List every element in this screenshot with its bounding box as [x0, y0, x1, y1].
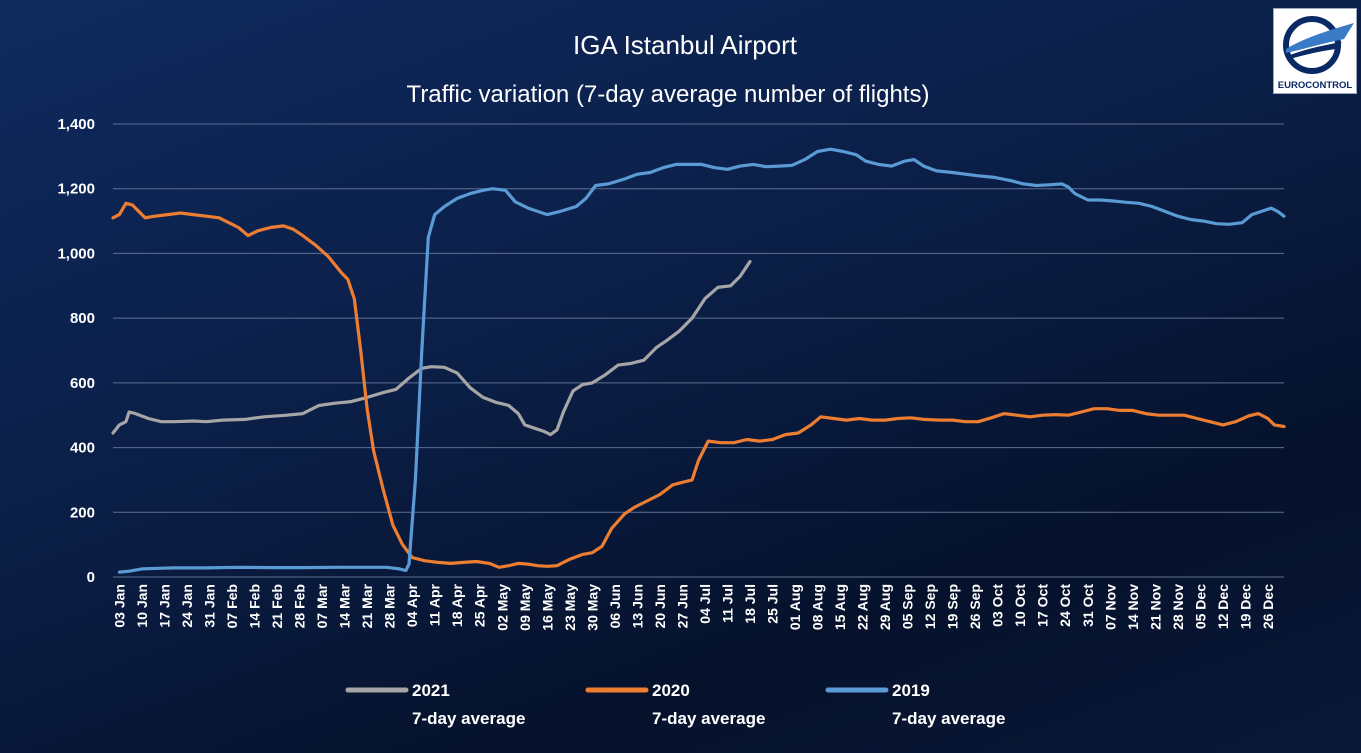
x-tick-label: 13 Jun [629, 584, 645, 628]
logo-wordmark: EUROCONTROL [1277, 80, 1353, 91]
x-tick-label: 24 Jan [179, 584, 195, 628]
x-tick-label: 04 Jul [697, 584, 713, 624]
x-tick-label: 29 Aug [877, 584, 893, 630]
x-axis: 03 Jan 10 Jan 17 Jan 24 Jan 31 Jan 07 Feb 14 F… [111, 583, 1275, 630]
x-tick-label: 26 Sep [967, 584, 983, 629]
x-tick-label: 18 Apr [449, 583, 465, 627]
x-tick-label: 22 Aug [855, 584, 871, 630]
x-tick-label: 03 Jan [111, 584, 127, 628]
x-tick-label: 14 Mar [337, 583, 353, 628]
x-tick-label: 27 Jun [674, 584, 690, 628]
x-tick-label: 01 Aug [787, 584, 803, 630]
x-tick-label: 20 Jun [652, 584, 668, 628]
x-tick-label: 04 Apr [404, 583, 420, 627]
x-tick-label: 19 Sep [945, 584, 961, 629]
x-tick-label: 06 Jun [607, 584, 623, 628]
legend-sublabel: 7-day average [892, 709, 1005, 728]
x-tick-label: 07 Nov [1102, 584, 1118, 630]
series-line-2020 [111, 201, 1286, 569]
x-tick-label: 30 May [584, 584, 600, 631]
x-tick-label: 21 Feb [269, 584, 285, 628]
x-tick-label: 18 Jul [742, 584, 758, 624]
x-tick-label: 05 Sep [900, 584, 916, 629]
x-tick-label: 10 Oct [1012, 584, 1028, 627]
x-tick-label: 11 Apr [427, 583, 443, 626]
legend-label: 2020 [652, 681, 690, 700]
x-tick-label: 21 Mar [359, 583, 375, 628]
y-tick-label: 200 [70, 504, 95, 521]
x-tick-label: 09 May [517, 584, 533, 631]
x-tick-label: 17 Oct [1035, 584, 1051, 627]
x-tick-label: 12 Sep [922, 584, 938, 629]
x-tick-label: 25 Jul [764, 584, 780, 624]
chart-subtitle: Traffic variation (7-day average number … [407, 81, 930, 108]
legend: 2021 7-day average 2020 7-day average 2019 7-… [345, 681, 1005, 728]
eurocontrol-emblem-icon [1283, 16, 1354, 74]
y-tick-label: 800 [70, 310, 95, 327]
x-tick-label: 28 Nov [1170, 584, 1186, 630]
x-tick-label: 10 Jan [134, 584, 150, 628]
y-tick-label: 1,400 [57, 116, 95, 133]
x-tick-label: 28 Mar [382, 583, 398, 628]
x-tick-label: 25 Apr [472, 583, 488, 627]
series-line-2019 [117, 147, 1286, 574]
y-tick-label: 0 [87, 569, 95, 586]
x-tick-label: 14 Feb [247, 584, 263, 628]
x-tick-label: 15 Aug [832, 584, 848, 630]
chart-title: IGA Istanbul Airport [573, 30, 798, 60]
x-tick-label: 23 May [562, 584, 578, 631]
x-tick-label: 31 Jan [202, 584, 218, 628]
legend-sublabel: 7-day average [412, 709, 525, 728]
x-tick-label: 02 May [494, 584, 510, 631]
x-tick-label: 19 Dec [1237, 584, 1253, 629]
grid-lines [113, 123, 1284, 578]
x-tick-label: 07 Mar [314, 583, 330, 628]
x-tick-label: 07 Feb [224, 584, 240, 628]
legend-label: 2019 [892, 681, 930, 700]
y-tick-label: 1,000 [57, 245, 95, 262]
x-tick-label: 05 Dec [1192, 584, 1208, 629]
legend-sublabel: 7-day average [652, 709, 765, 728]
y-axis: 0 200 400 600 800 1,000 1,200 1,400 [57, 116, 95, 586]
eurocontrol-logo: EUROCONTROL [1273, 8, 1357, 94]
y-tick-label: 400 [70, 440, 95, 457]
x-tick-label: 12 Dec [1215, 584, 1231, 629]
x-tick-label: 17 Jan [156, 584, 172, 628]
x-tick-label: 03 Oct [990, 584, 1006, 627]
y-tick-label: 1,200 [57, 181, 95, 198]
x-tick-label: 28 Feb [292, 584, 308, 628]
x-tick-label: 26 Dec [1260, 584, 1276, 629]
x-tick-label: 21 Nov [1147, 584, 1163, 630]
series-lines [111, 147, 1286, 574]
y-tick-label: 600 [70, 375, 95, 392]
series-line-2021 [111, 259, 752, 437]
x-tick-label: 24 Oct [1057, 584, 1073, 627]
x-tick-label: 11 Jul [719, 584, 735, 623]
x-tick-label: 31 Oct [1080, 584, 1096, 627]
x-tick-label: 08 Aug [810, 584, 826, 630]
x-tick-label: 16 May [539, 584, 555, 631]
legend-label: 2021 [412, 681, 450, 700]
x-tick-label: 14 Nov [1125, 584, 1141, 630]
